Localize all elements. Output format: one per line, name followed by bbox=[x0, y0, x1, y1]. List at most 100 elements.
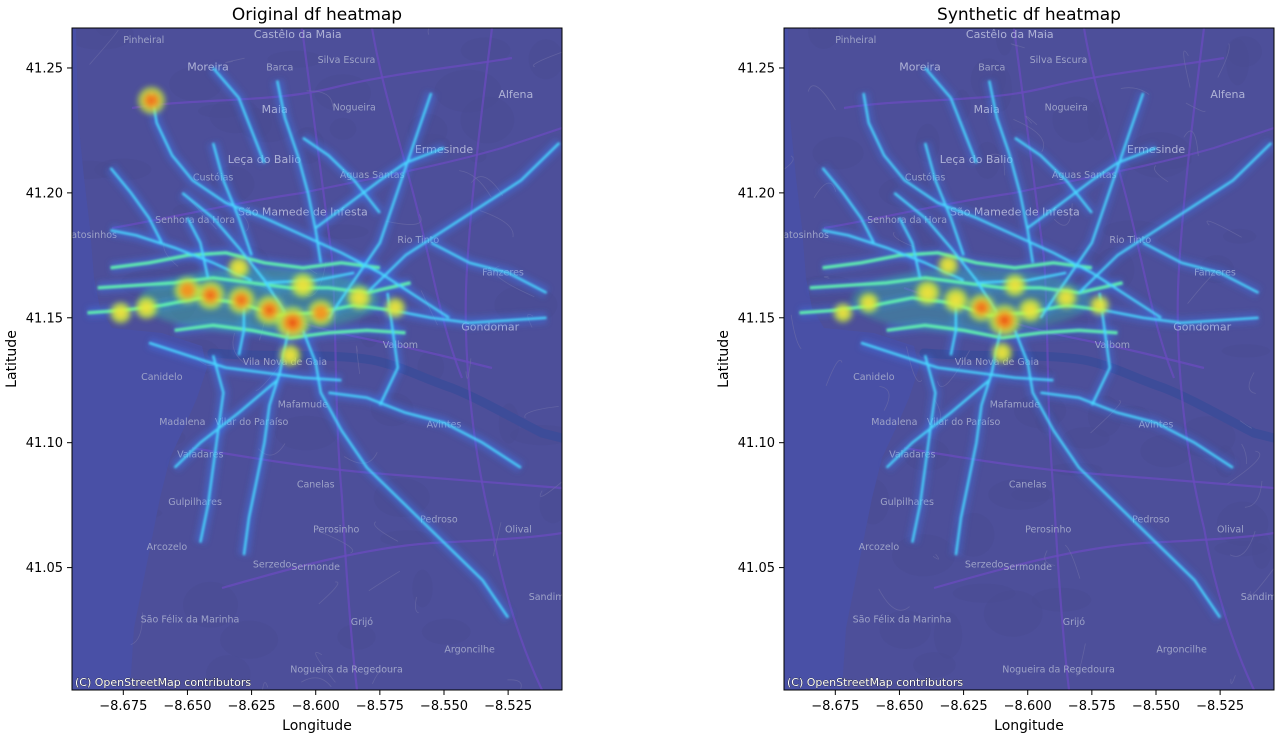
x-tick-label: −8.675 bbox=[99, 699, 147, 714]
y-tick-label: 41.25 bbox=[26, 61, 63, 76]
map-place-label: Rio Tinto bbox=[397, 235, 439, 246]
minor-road bbox=[1230, 675, 1236, 684]
x-tick-label: −8.675 bbox=[811, 699, 859, 714]
map-place-label: Gulpilhares bbox=[168, 497, 222, 508]
street-heat-line bbox=[366, 142, 561, 294]
minor-road bbox=[459, 170, 492, 198]
street-heat-line bbox=[392, 309, 547, 324]
map-place-label: Senhora da Hora bbox=[867, 215, 947, 226]
land-patch bbox=[380, 530, 433, 547]
land-patch bbox=[1011, 487, 1054, 502]
minor-road bbox=[318, 581, 339, 605]
y-tick-label: 41.10 bbox=[26, 436, 63, 451]
minor-road bbox=[1249, 567, 1274, 597]
hotspot-high bbox=[139, 301, 153, 315]
chart-title: Synthetic df heatmap bbox=[937, 5, 1121, 25]
minor-road bbox=[262, 682, 269, 690]
hotspot-high bbox=[837, 307, 849, 319]
map-place-label: Canidelo bbox=[141, 372, 183, 383]
minor-road bbox=[427, 28, 430, 35]
minor-road bbox=[415, 596, 419, 614]
land-patch bbox=[314, 74, 371, 112]
heat-streets bbox=[87, 67, 561, 619]
map-place-label: Nogueira da Regedoura bbox=[290, 665, 403, 676]
minor-road bbox=[1206, 220, 1242, 238]
y-axis-ticks: 41.05 41.10 41.15 41.20 41.25 bbox=[26, 61, 72, 576]
x-tick-label: −8.625 bbox=[228, 699, 276, 714]
land-patch bbox=[169, 66, 223, 102]
street-heat-line bbox=[1078, 142, 1273, 294]
land-patch bbox=[329, 117, 357, 140]
panel-original: Original df heatmap Castêlo da Maia Pinhe… bbox=[4, 5, 563, 734]
land-patch bbox=[892, 534, 956, 577]
street-heat-line bbox=[314, 146, 445, 229]
heat-hotspots bbox=[833, 255, 1109, 363]
minor-road bbox=[1044, 550, 1056, 566]
minor-road bbox=[1248, 372, 1256, 394]
minor-road bbox=[1064, 544, 1081, 579]
hotspot-high bbox=[179, 282, 196, 299]
map-place-label: Grijó bbox=[1063, 617, 1086, 628]
map-place-label: Argoncilhe bbox=[1156, 645, 1207, 656]
map-place-label: Perosinho bbox=[1025, 525, 1071, 536]
panel-synthetic: Synthetic df heatmap Castêlo da Maia Pinh… bbox=[716, 5, 1275, 734]
map-place-label: Barca bbox=[978, 63, 1005, 74]
street-heat-line bbox=[860, 341, 1054, 382]
minor-road bbox=[1010, 43, 1025, 49]
minor-road bbox=[465, 358, 472, 379]
minor-road bbox=[807, 85, 836, 111]
map-place-label: Pinheiral bbox=[123, 35, 164, 46]
land-patch bbox=[1052, 96, 1100, 143]
hotspot-high bbox=[942, 259, 954, 272]
minor-road bbox=[1241, 443, 1248, 465]
street-heat-line bbox=[181, 191, 286, 314]
map-place-label: Mafamude bbox=[990, 400, 1040, 411]
street-heat-line bbox=[1013, 329, 1222, 619]
minor-road bbox=[1227, 450, 1261, 485]
hotspot-high bbox=[948, 293, 964, 308]
map-place-label: Nogueira bbox=[333, 102, 376, 113]
map-place-label: Custóias bbox=[193, 172, 234, 183]
street-heat-line bbox=[327, 92, 433, 319]
hotspot-high bbox=[1008, 278, 1022, 292]
hotspot-peak bbox=[238, 297, 245, 304]
map-place-label: Madalena bbox=[871, 417, 917, 428]
minor-road bbox=[1154, 165, 1169, 183]
plot-frame bbox=[783, 27, 1275, 691]
map-place-label: Valbom bbox=[383, 340, 418, 351]
minor-road bbox=[1229, 530, 1256, 557]
map-place-label: Silva Escura bbox=[318, 55, 376, 66]
hotspot-high bbox=[232, 261, 245, 274]
minor-road bbox=[1025, 115, 1038, 126]
minor-road bbox=[315, 652, 336, 683]
highway bbox=[843, 56, 1225, 110]
minor-road bbox=[823, 276, 830, 279]
street-heat-line bbox=[924, 67, 978, 164]
x-tick-label: −8.550 bbox=[1132, 699, 1180, 714]
land-patch bbox=[412, 569, 433, 608]
map-place-label: Matosinhos bbox=[775, 230, 829, 241]
minor-road bbox=[225, 57, 245, 63]
map-place-label: Matosinhos bbox=[63, 230, 117, 241]
hotspot-high bbox=[1060, 291, 1073, 304]
map-place-label: Sermonde bbox=[1003, 562, 1052, 573]
map-place-label: Canidelo bbox=[853, 372, 895, 383]
y-tick-label: 41.05 bbox=[26, 561, 63, 576]
street-heat-line bbox=[893, 191, 998, 314]
land-patch bbox=[1062, 427, 1110, 449]
x-tick-label: −8.600 bbox=[292, 699, 340, 714]
street-heat-line bbox=[109, 167, 163, 244]
highway bbox=[370, 28, 464, 379]
x-axis-ticks: −8.675 −8.650 −8.625 −8.600 −8.575 −8.550 −8.5… bbox=[811, 690, 1244, 714]
y-tick-label: 41.10 bbox=[738, 436, 775, 451]
y-tick-label: 41.15 bbox=[738, 311, 775, 326]
hotspot-peak bbox=[148, 97, 155, 104]
highway bbox=[221, 531, 562, 590]
land-patch bbox=[983, 590, 1043, 637]
y-tick-label: 41.05 bbox=[738, 561, 775, 576]
map-place-label: Sermonde bbox=[291, 562, 340, 573]
minor-road bbox=[1239, 420, 1252, 429]
minor-road bbox=[879, 386, 890, 411]
minor-road bbox=[130, 612, 143, 646]
street-heat-line bbox=[301, 329, 510, 619]
